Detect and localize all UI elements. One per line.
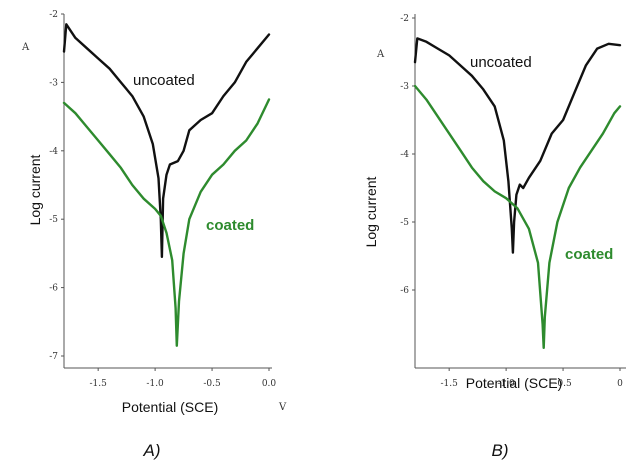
y-tick-label: -3 (400, 82, 409, 92)
y-tick-label: -3 (49, 78, 58, 88)
y-tick-label: -5 (400, 218, 409, 228)
series-label-uncoated: uncoated (470, 54, 532, 71)
x-axis-title: Potential (SCE) (466, 375, 562, 391)
y-tick-label: -6 (49, 284, 58, 294)
series-label-coated: coated (206, 217, 254, 234)
series-line-uncoated (62, 23, 271, 258)
x-tick-label: -1.0 (497, 379, 515, 389)
panel-caption-b: B) (492, 441, 509, 460)
y-tick-label: -4 (400, 150, 409, 160)
y-axis-title: Log current (27, 154, 43, 225)
panel-b: -2 -3 -4 -5 -6 -1.5 -1.0 -0.5 0 A Log current P… (363, 14, 626, 460)
y-tick-label: -4 (49, 147, 58, 157)
series-label-coated: coated (565, 246, 613, 263)
series-line-uncoated (413, 37, 622, 254)
x-tick-label: 0.0 (262, 379, 277, 389)
y-tick-label: -6 (400, 286, 409, 296)
series-label-uncoated: uncoated (133, 72, 195, 89)
series-line-coated (62, 98, 271, 347)
curve-group (413, 37, 622, 349)
y-tick-group: -2 -3 -4 -5 -6 -7 (49, 10, 64, 362)
panel-caption-a: A) (143, 441, 161, 460)
y-tick-label: -5 (49, 215, 58, 225)
x-tick-label: 0 (617, 379, 623, 389)
y-tick-label: -2 (400, 14, 409, 24)
x-tick-label: -0.5 (554, 379, 572, 389)
series-line-coated (413, 84, 622, 349)
x-tick-group: -1.5 -1.0 -0.5 0.0 (89, 368, 276, 389)
y-tick-group: -2 -3 -4 -5 -6 (400, 14, 415, 296)
y-axis-title: Log current (363, 176, 379, 247)
y-tick-label: -2 (49, 10, 58, 20)
x-tick-label: -1.0 (146, 379, 164, 389)
x-tick-label: -0.5 (203, 379, 221, 389)
x-tick-group: -1.5 -1.0 -0.5 0 (440, 368, 623, 389)
x-tick-label: -1.5 (440, 379, 458, 389)
x-unit-label: V (278, 402, 287, 413)
x-axis-title: Potential (SCE) (122, 399, 218, 415)
y-unit-label: A (21, 42, 30, 53)
x-tick-label: -1.5 (89, 379, 107, 389)
curve-group (62, 23, 271, 347)
y-unit-label: A (376, 49, 385, 60)
panel-a: -2 -3 -4 -5 -6 -7 -1.5 -1.0 -0.5 0.0 A V Log cur… (21, 10, 287, 460)
y-tick-label: -7 (49, 352, 58, 362)
